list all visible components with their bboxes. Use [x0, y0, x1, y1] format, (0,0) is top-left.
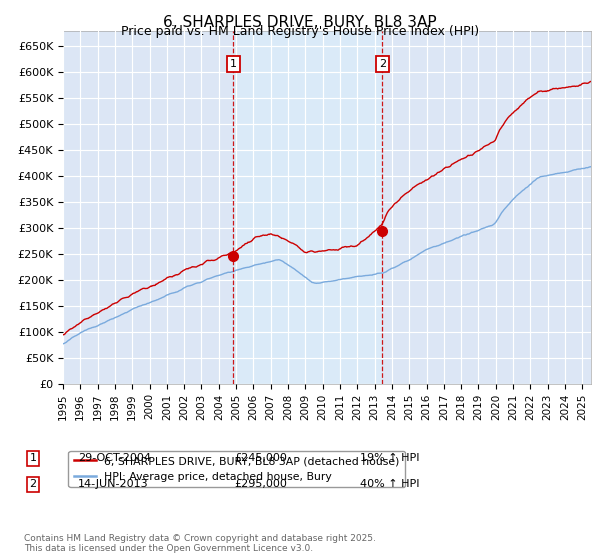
Text: 2: 2: [379, 59, 386, 69]
Text: 40% ↑ HPI: 40% ↑ HPI: [360, 479, 419, 489]
Text: Contains HM Land Registry data © Crown copyright and database right 2025.
This d: Contains HM Land Registry data © Crown c…: [24, 534, 376, 553]
Text: £245,000: £245,000: [234, 453, 287, 463]
Text: £295,000: £295,000: [234, 479, 287, 489]
Text: 1: 1: [230, 59, 236, 69]
Text: 29-OCT-2004: 29-OCT-2004: [78, 453, 151, 463]
Text: 19% ↑ HPI: 19% ↑ HPI: [360, 453, 419, 463]
Text: 14-JUN-2013: 14-JUN-2013: [78, 479, 149, 489]
Bar: [233, 31, 382, 384]
Text: 6, SHARPLES DRIVE, BURY, BL8 3AP: 6, SHARPLES DRIVE, BURY, BL8 3AP: [163, 15, 437, 30]
Text: Price paid vs. HM Land Registry's House Price Index (HPI): Price paid vs. HM Land Registry's House …: [121, 25, 479, 38]
Legend: 6, SHARPLES DRIVE, BURY, BL8 3AP (detached house), HPI: Average price, detached : 6, SHARPLES DRIVE, BURY, BL8 3AP (detach…: [68, 451, 405, 487]
Text: 1: 1: [29, 453, 37, 463]
Text: 2: 2: [29, 479, 37, 489]
